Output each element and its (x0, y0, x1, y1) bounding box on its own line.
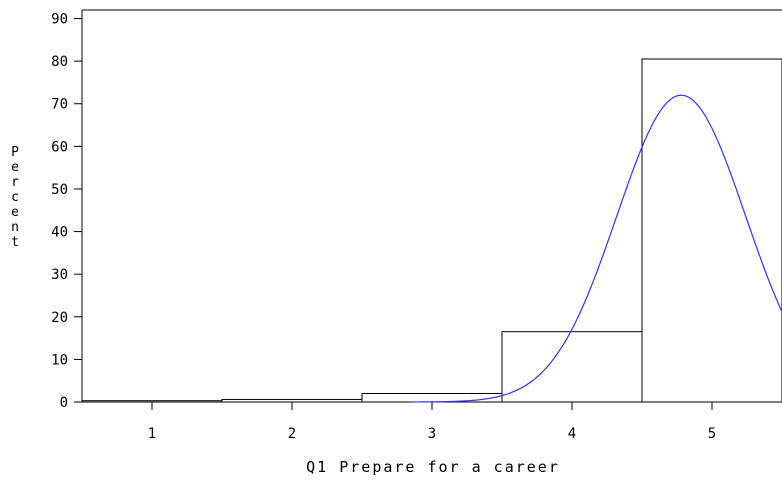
y-label-letter: c (11, 190, 19, 205)
histogram-bars (81, 58, 782, 403)
y-label-letter: e (11, 160, 19, 175)
histogram-bar-3 (361, 392, 503, 403)
y-tick-label: 70 (51, 97, 68, 113)
y-tick-label: 80 (51, 54, 68, 70)
y-tick-label: 40 (51, 225, 68, 241)
x-tick-label: 3 (428, 426, 436, 442)
y-tick-label: 0 (60, 395, 68, 411)
y-label-letter: n (11, 220, 19, 235)
histogram-bar-1 (81, 400, 223, 403)
histogram-bar-4 (501, 331, 643, 403)
x-tick-label: 4 (568, 426, 576, 442)
x-tick-label: 5 (708, 426, 716, 442)
y-tick-label: 20 (51, 310, 68, 326)
y-label-letter: P (11, 145, 19, 160)
y-tick-label: 60 (51, 139, 68, 155)
normal-density-curve (411, 94, 782, 403)
x-tick-label: 2 (288, 426, 296, 442)
histogram-bar-2 (221, 398, 363, 403)
y-label-letter: t (11, 235, 19, 250)
histogram-bar-5 (641, 58, 782, 403)
x-axis: 1 2 3 4 5 (148, 402, 716, 442)
y-axis: 0 10 20 30 40 50 60 70 80 90 (51, 12, 82, 411)
y-tick-label: 50 (51, 182, 68, 198)
y-label-letter: r (11, 175, 19, 190)
y-tick-label: 30 (51, 267, 68, 283)
plot-area (81, 9, 782, 403)
x-axis-label: Q1 Prepare for a career (306, 458, 560, 476)
x-tick-label: 1 (148, 426, 156, 442)
y-label-letter: e (11, 205, 19, 220)
y-tick-label: 90 (51, 12, 68, 28)
y-tick-label: 10 (51, 352, 68, 368)
